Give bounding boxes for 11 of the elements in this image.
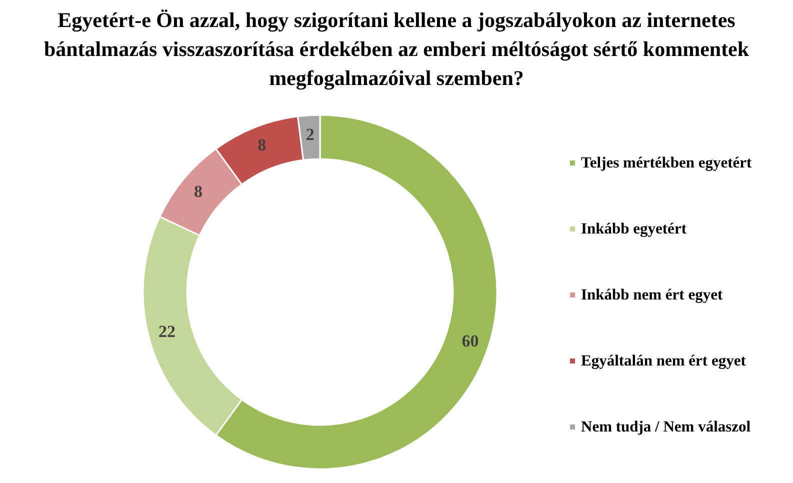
chart-title: Egyetért-e Ön azzal, hogy szigorítani kellene a jogszabályokon az internetes bántalmazás visszaszorítása érdekében az emberi méltóságot sértő kommentek megfogalmazóival szemben?: [42, 7, 750, 92]
data-label: 8: [194, 182, 203, 201]
legend-label: Inkább nem ért egyet: [581, 286, 724, 304]
data-label: 2: [306, 124, 314, 144]
data-label: 8: [258, 136, 266, 155]
legend-label: Inkább egyetért: [581, 220, 688, 238]
legend-label: Egyáltalán nem ért egyet: [581, 352, 747, 370]
legend-label: Nem tudja / Nem válaszol: [581, 418, 752, 436]
data-label: 60: [462, 331, 479, 350]
data-label: 22: [158, 322, 176, 341]
legend-label: Teljes mértékben egyetért: [581, 154, 753, 172]
